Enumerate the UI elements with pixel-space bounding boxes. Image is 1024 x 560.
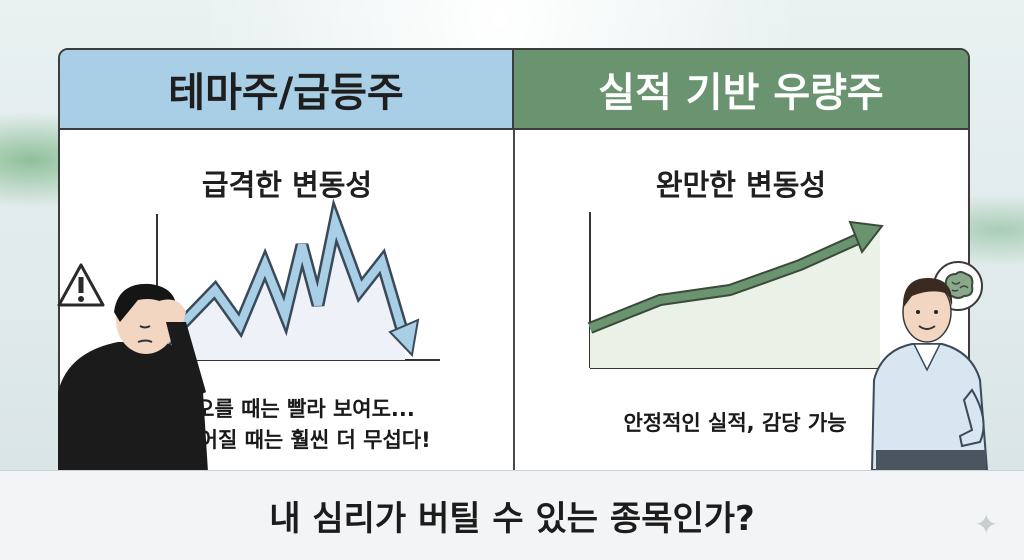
- left-header: 테마주/급등주: [60, 50, 514, 130]
- bottom-question-bar: 내 심리가 버틸 수 있는 종목인가?: [0, 470, 1024, 560]
- warning-triangle-icon: [57, 263, 105, 307]
- volatile-chart: [152, 198, 440, 361]
- comparison-panel: 테마주/급등주 실적 기반 우량주 급격한 변동성 완만한 변동성 오를 때는 …: [58, 48, 970, 474]
- left-chart-line: [154, 207, 409, 353]
- left-chart-arrowhead: [388, 318, 420, 358]
- right-header: 실적 기반 우량주: [514, 50, 968, 130]
- sparkle-icon: ✦: [974, 508, 998, 541]
- stable-chart: [587, 212, 884, 369]
- bottom-question: 내 심리가 버틸 수 있는 종목인가?: [269, 499, 755, 539]
- left-caption-line2: 떨어질 때는 훨씬 더 무섭다!: [179, 428, 431, 452]
- right-subtitle: 완만한 변동성: [655, 168, 827, 202]
- panel-divider: [513, 130, 515, 472]
- calm-person-illustration: [870, 278, 989, 470]
- right-chart-arrowhead: [848, 220, 884, 255]
- right-caption: 안정적인 실적, 감당 가능: [623, 411, 847, 435]
- right-chart-line: [588, 234, 862, 332]
- stressed-person-illustration: [58, 283, 208, 472]
- left-subtitle: 급격한 변동성: [201, 168, 373, 202]
- left-caption-line1: 오를 때는 빨라 보여도...: [195, 397, 415, 421]
- left-caption: 오를 때는 빨라 보여도... 떨어질 때는 훨씬 더 무섭다!: [140, 394, 470, 456]
